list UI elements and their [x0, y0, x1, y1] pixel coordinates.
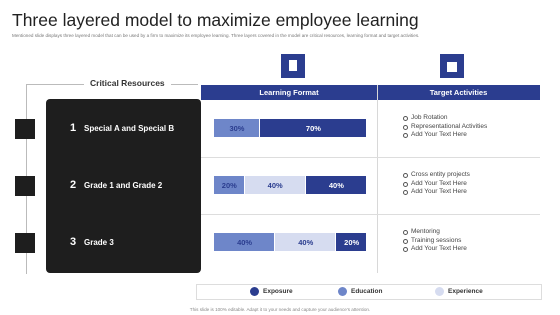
- bar-segment: [214, 233, 276, 251]
- legend-swatch: [435, 287, 444, 296]
- bar-segment: [259, 119, 367, 137]
- legend-swatch: [338, 287, 347, 296]
- row-icon: [15, 119, 35, 139]
- bullet: [403, 181, 408, 187]
- bar-segment: [214, 176, 245, 194]
- bar-label: 20%: [344, 238, 360, 247]
- bar-segment: [244, 176, 306, 194]
- activity: Add Your Text Here: [411, 179, 467, 187]
- bullet: [403, 190, 408, 195]
- bar-label: 70%: [305, 124, 321, 133]
- bar-label: 30%: [229, 124, 245, 133]
- resource-panel: [46, 99, 201, 273]
- bar-segment: [336, 233, 367, 251]
- icon: [281, 54, 305, 78]
- activity: Training sessions: [411, 236, 462, 244]
- activity: Add Your Text Here: [411, 131, 467, 138]
- divider: [377, 85, 378, 273]
- title: Three layered model to maximize employee…: [12, 10, 419, 30]
- header-bar: [201, 85, 540, 100]
- bullet: [403, 133, 408, 138]
- bar-label: 20%: [221, 181, 237, 190]
- column-header: Target Activities: [429, 88, 488, 97]
- bar-segment: [275, 233, 337, 251]
- bullet: [403, 238, 408, 244]
- bar-label: 40%: [298, 238, 314, 247]
- bar-segment: [214, 119, 260, 137]
- activity: Representational Activities: [411, 122, 488, 130]
- legend-label: Education: [351, 288, 383, 295]
- activity: Add Your Text Here: [411, 245, 467, 252]
- legend-label: Experience: [448, 288, 483, 295]
- bar-label: 40%: [237, 238, 253, 247]
- resource-name: Grade 1 and Grade 2: [84, 181, 163, 190]
- subtitle: Mentioned slide displays three layered m…: [12, 33, 420, 38]
- bullet: [403, 116, 408, 121]
- row-number: 1: [70, 122, 77, 134]
- footer: This slide is 100% editable. Adapt it to…: [189, 307, 371, 312]
- row-divider: [201, 157, 540, 158]
- resource-name: Grade 3: [84, 238, 114, 247]
- activity: Mentoring: [411, 228, 440, 235]
- legend-box: [196, 284, 542, 300]
- legend-label: Exposure: [263, 288, 293, 295]
- row-number: 2: [70, 179, 77, 191]
- legend-swatch: [250, 287, 259, 296]
- row-divider: [201, 214, 540, 215]
- bar-label: 40%: [328, 181, 344, 190]
- activity: Add Your Text Here: [411, 188, 467, 195]
- column-header: Learning Format: [259, 88, 319, 97]
- icon: [440, 54, 464, 78]
- column-header: Critical Resources: [84, 78, 171, 88]
- resource-name: Special A and Special B: [84, 124, 175, 133]
- bullet: [403, 230, 408, 235]
- row-number: 3: [70, 236, 77, 248]
- bar-segment: [305, 176, 367, 194]
- activity: Cross entity projects: [411, 171, 470, 178]
- row-icon: [15, 233, 35, 253]
- bar-label: 40%: [267, 181, 283, 190]
- activity: Job Rotation: [411, 114, 448, 121]
- bullet: [403, 124, 408, 130]
- row-icon: [15, 176, 35, 196]
- bullet: [403, 247, 408, 252]
- bullet: [403, 173, 408, 178]
